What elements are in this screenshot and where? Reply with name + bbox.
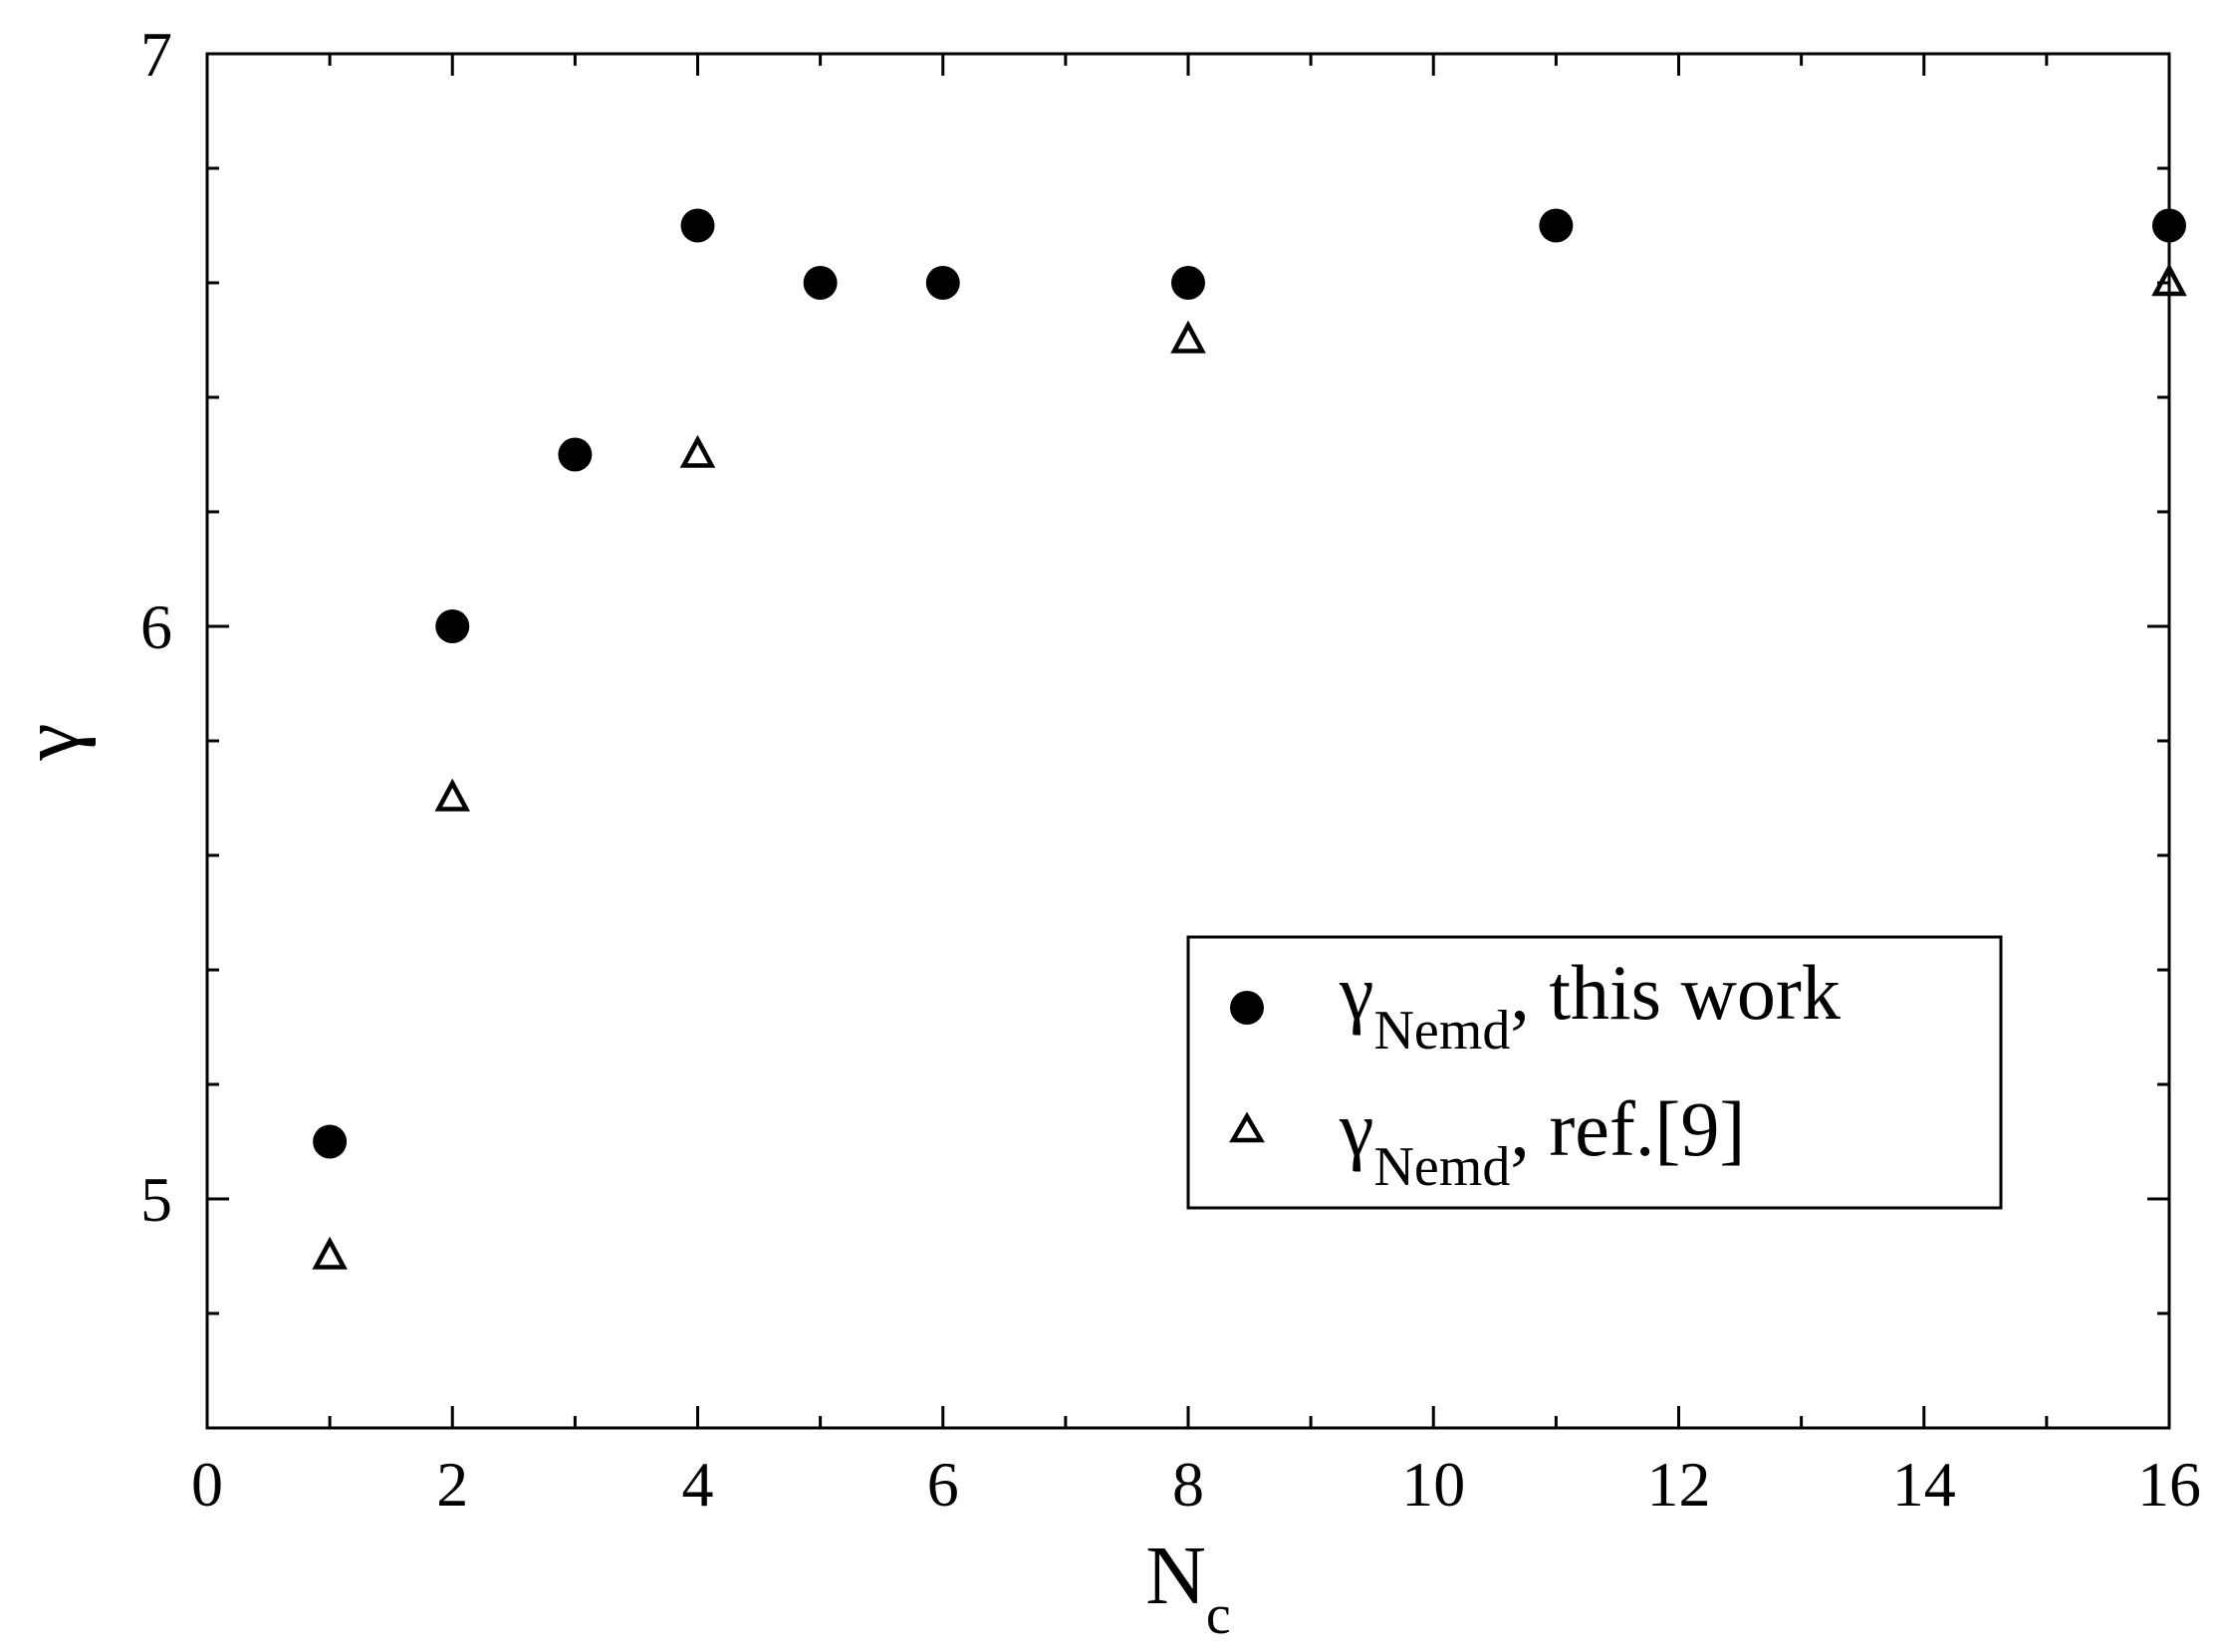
data-point-this-work <box>680 208 715 243</box>
legend-subscript-ref9: Nemd <box>1373 1136 1510 1198</box>
data-point-ref9 <box>2151 263 2187 297</box>
x-tick-label: 12 <box>1647 1449 1711 1520</box>
data-point-this-work <box>435 609 470 643</box>
y-tick-label: 5 <box>140 1164 172 1235</box>
tick-labels: 0 2 4 6 8 10 12 14 16 5 6 7 <box>140 19 2201 1520</box>
x-tick-label: 4 <box>682 1449 714 1520</box>
x-tick-label: 14 <box>1892 1449 1956 1520</box>
legend-subscript-this-work: Nemd <box>1373 1000 1510 1062</box>
x-tick-label: 10 <box>1401 1449 1465 1520</box>
data-point-this-work <box>1539 208 1574 243</box>
x-tick-label: 0 <box>191 1449 223 1520</box>
plot-area <box>205 52 2171 1430</box>
legend-text-ref9: , ref.[9] <box>1510 1085 1745 1172</box>
y-tick-label: 6 <box>140 591 172 662</box>
data-point-this-work <box>313 1124 348 1159</box>
data-point-ref9 <box>679 434 716 468</box>
x-tick-label: 16 <box>2137 1449 2201 1520</box>
legend-marker-this-work <box>1230 991 1264 1025</box>
x-axis-label: Nc <box>1145 1530 1231 1646</box>
legend-symbol-ref9: γ <box>1339 1085 1373 1172</box>
x-axis-label-subscript: c <box>1206 1584 1231 1646</box>
data-point-ref9 <box>1170 320 1206 354</box>
x-tick-label: 6 <box>927 1449 959 1520</box>
legend-symbol-this-work: γ <box>1339 949 1373 1036</box>
x-tick-label: 2 <box>436 1449 468 1520</box>
x-axis-label-main: N <box>1145 1530 1206 1622</box>
data-point-ref9 <box>434 778 471 812</box>
data-point-this-work <box>925 266 960 300</box>
data-point-this-work <box>1171 266 1205 300</box>
axis-ticks <box>205 52 2171 1430</box>
data-point-ref9 <box>312 1236 348 1270</box>
y-tick-label: 7 <box>140 19 172 90</box>
legend-marker-ref9 <box>1229 1111 1265 1143</box>
legend-label-ref9: γNemd, ref.[9] <box>1339 1085 1745 1198</box>
data-point-this-work <box>2152 208 2186 243</box>
legend-box <box>1186 935 2003 1210</box>
y-axis-label: γ <box>4 723 97 761</box>
legend-label-this-work: γNemd, this work <box>1339 949 1841 1062</box>
data-point-this-work <box>803 266 838 300</box>
data-points <box>312 208 2187 1270</box>
legend: γNemd, this work γNemd, ref.[9] <box>1186 935 2003 1210</box>
x-tick-label: 8 <box>1172 1449 1204 1520</box>
data-point-this-work <box>558 437 593 472</box>
legend-text-this-work: , this work <box>1510 949 1841 1036</box>
